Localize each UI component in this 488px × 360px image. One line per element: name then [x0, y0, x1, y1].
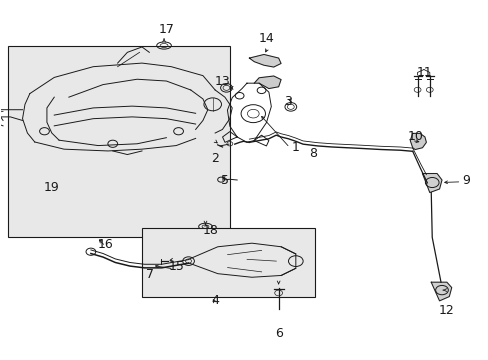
Text: 10: 10	[407, 130, 422, 144]
Text: 2: 2	[211, 152, 219, 165]
Text: 4: 4	[211, 294, 219, 307]
Polygon shape	[254, 76, 281, 89]
Text: 8: 8	[308, 147, 316, 159]
Text: 3: 3	[284, 95, 292, 108]
Text: 11: 11	[416, 66, 432, 79]
Polygon shape	[249, 54, 281, 67]
Text: 19: 19	[44, 181, 60, 194]
Text: 9: 9	[462, 174, 469, 186]
Text: 16: 16	[98, 238, 113, 251]
FancyBboxPatch shape	[8, 45, 229, 237]
Text: 14: 14	[258, 32, 274, 45]
Text: 7: 7	[146, 268, 154, 281]
FancyBboxPatch shape	[142, 228, 315, 297]
Polygon shape	[430, 282, 451, 301]
Text: 17: 17	[158, 23, 174, 36]
Text: 6: 6	[274, 327, 282, 339]
Text: 18: 18	[202, 224, 218, 237]
Polygon shape	[409, 134, 426, 149]
Polygon shape	[422, 174, 441, 193]
Text: 12: 12	[438, 305, 454, 318]
Text: 5: 5	[221, 174, 228, 186]
Text: 1: 1	[291, 141, 299, 154]
Text: 13: 13	[215, 75, 230, 88]
Text: 15: 15	[168, 260, 184, 273]
